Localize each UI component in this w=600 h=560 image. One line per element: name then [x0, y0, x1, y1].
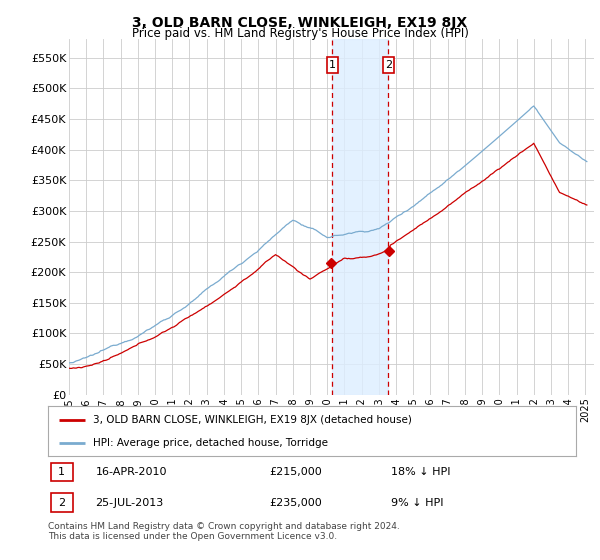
- Text: 1: 1: [58, 467, 65, 477]
- Text: £215,000: £215,000: [270, 467, 323, 477]
- Bar: [326, 57, 338, 73]
- Text: £235,000: £235,000: [270, 498, 323, 507]
- Text: 25-JUL-2013: 25-JUL-2013: [95, 498, 164, 507]
- Text: 2: 2: [385, 60, 392, 70]
- Bar: [50, 493, 73, 512]
- Text: 3, OLD BARN CLOSE, WINKLEIGH, EX19 8JX (detached house): 3, OLD BARN CLOSE, WINKLEIGH, EX19 8JX (…: [93, 414, 412, 424]
- Text: 16-APR-2010: 16-APR-2010: [95, 467, 167, 477]
- Bar: [332, 39, 388, 395]
- Text: Contains HM Land Registry data © Crown copyright and database right 2024.
This d: Contains HM Land Registry data © Crown c…: [48, 522, 400, 542]
- Text: 3, OLD BARN CLOSE, WINKLEIGH, EX19 8JX: 3, OLD BARN CLOSE, WINKLEIGH, EX19 8JX: [133, 16, 467, 30]
- Text: 18% ↓ HPI: 18% ↓ HPI: [391, 467, 451, 477]
- Text: 2: 2: [58, 498, 65, 507]
- Text: Price paid vs. HM Land Registry's House Price Index (HPI): Price paid vs. HM Land Registry's House …: [131, 27, 469, 40]
- Text: 1: 1: [329, 60, 335, 70]
- Bar: [383, 57, 394, 73]
- Text: HPI: Average price, detached house, Torridge: HPI: Average price, detached house, Torr…: [93, 438, 328, 448]
- Bar: [50, 463, 73, 481]
- Text: 9% ↓ HPI: 9% ↓ HPI: [391, 498, 444, 507]
